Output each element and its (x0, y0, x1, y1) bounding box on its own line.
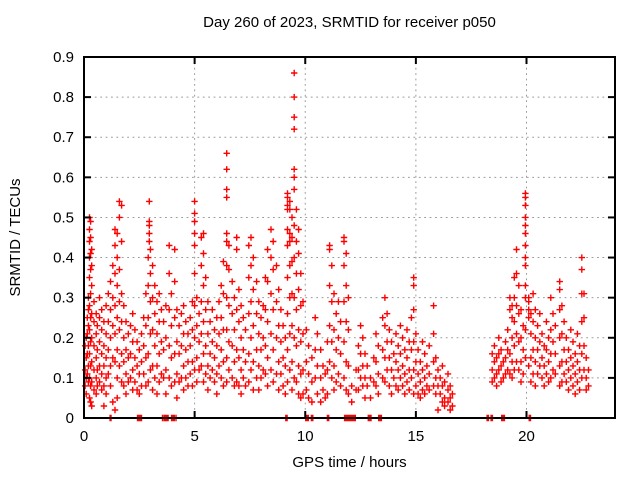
y-tick-label: 0.2 (53, 330, 74, 347)
y-tick-label: 0.1 (53, 370, 74, 387)
y-tick-label: 0.9 (53, 49, 74, 66)
x-tick-label: 20 (518, 428, 535, 445)
chart-title: Day 260 of 2023, SRMTID for receiver p05… (203, 14, 496, 31)
y-tick-label: 0 (66, 410, 74, 427)
x-tick-label: 10 (297, 428, 314, 445)
y-tick-label: 0.6 (53, 169, 74, 186)
y-axis-label: SRMTID / TECUs (7, 178, 24, 296)
x-tick-label: 0 (80, 428, 88, 445)
y-tick-label: 0.4 (53, 250, 74, 267)
x-tick-label: 5 (190, 428, 198, 445)
y-tick-label: 0.7 (53, 129, 74, 146)
y-tick-label: 0.3 (53, 290, 74, 307)
plot-border (83, 56, 616, 419)
y-tick-label: 0.5 (53, 209, 74, 226)
x-axis-label: GPS time / hours (292, 454, 406, 471)
y-tick-label: 0.8 (53, 89, 74, 106)
x-tick-label: 15 (408, 428, 425, 445)
scatter-points (81, 69, 592, 422)
